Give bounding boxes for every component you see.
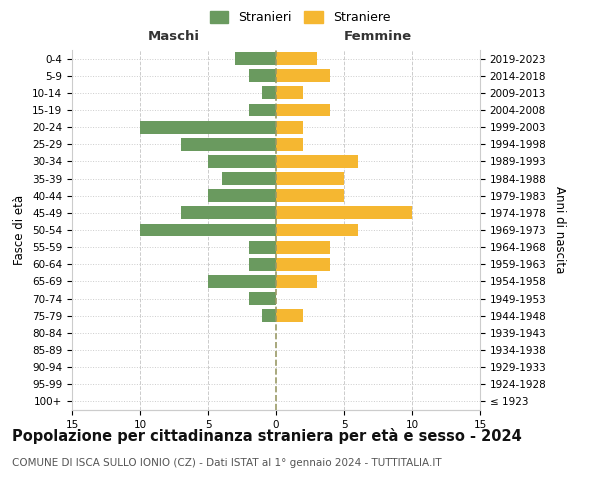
Bar bbox=[249, 104, 276, 117]
Bar bbox=[221, 172, 276, 185]
Bar bbox=[276, 190, 344, 202]
Bar bbox=[140, 224, 276, 236]
Bar bbox=[249, 292, 276, 305]
Bar bbox=[208, 155, 276, 168]
Bar bbox=[276, 52, 317, 65]
Bar bbox=[276, 258, 331, 270]
Text: Maschi: Maschi bbox=[148, 30, 200, 43]
Bar bbox=[208, 190, 276, 202]
Bar bbox=[276, 138, 303, 150]
Text: COMUNE DI ISCA SULLO IONIO (CZ) - Dati ISTAT al 1° gennaio 2024 - TUTTITALIA.IT: COMUNE DI ISCA SULLO IONIO (CZ) - Dati I… bbox=[12, 458, 442, 468]
Bar bbox=[235, 52, 276, 65]
Bar bbox=[276, 104, 331, 117]
Bar bbox=[262, 310, 276, 322]
Bar bbox=[276, 240, 331, 254]
Bar bbox=[276, 206, 412, 220]
Y-axis label: Fasce di età: Fasce di età bbox=[13, 195, 26, 265]
Bar bbox=[276, 70, 331, 82]
Bar bbox=[276, 86, 303, 100]
Bar bbox=[208, 275, 276, 288]
Bar bbox=[276, 275, 317, 288]
Text: Femmine: Femmine bbox=[344, 30, 412, 43]
Bar bbox=[181, 206, 276, 220]
Legend: Stranieri, Straniere: Stranieri, Straniere bbox=[205, 6, 395, 29]
Bar bbox=[140, 120, 276, 134]
Text: Popolazione per cittadinanza straniera per età e sesso - 2024: Popolazione per cittadinanza straniera p… bbox=[12, 428, 522, 444]
Y-axis label: Anni di nascita: Anni di nascita bbox=[553, 186, 566, 274]
Bar bbox=[249, 258, 276, 270]
Bar bbox=[262, 86, 276, 100]
Bar bbox=[276, 310, 303, 322]
Bar bbox=[249, 240, 276, 254]
Bar bbox=[276, 224, 358, 236]
Bar bbox=[181, 138, 276, 150]
Bar bbox=[276, 155, 358, 168]
Bar bbox=[249, 70, 276, 82]
Bar bbox=[276, 120, 303, 134]
Bar bbox=[276, 172, 344, 185]
